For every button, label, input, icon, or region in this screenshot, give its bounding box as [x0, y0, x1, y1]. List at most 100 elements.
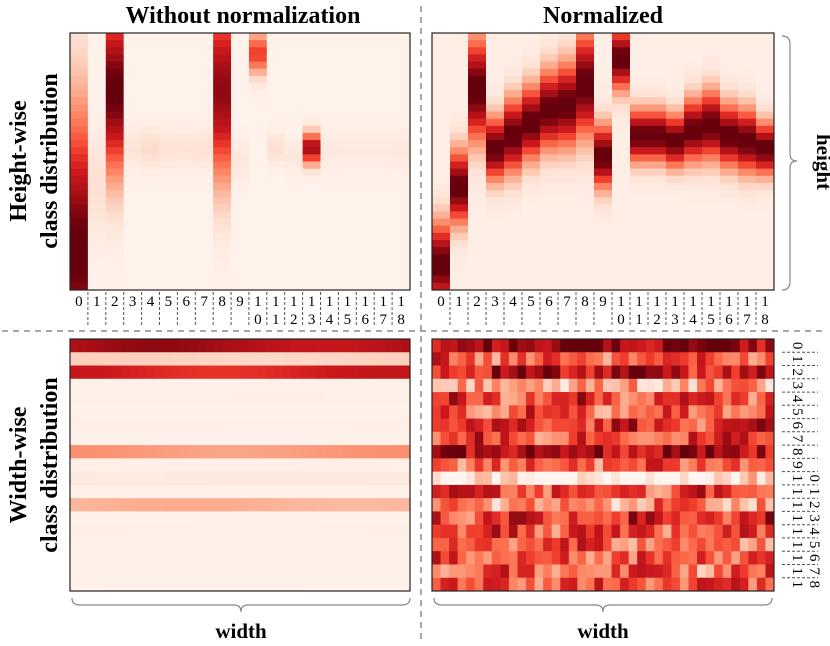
- heatmap-cell: [671, 352, 681, 367]
- heatmap-cell: [146, 405, 156, 420]
- heatmap-row-class-6: [70, 418, 410, 433]
- heatmap-cell: [299, 484, 309, 499]
- heatmap-cell: [376, 378, 386, 393]
- heatmap-cell: [401, 537, 410, 552]
- heatmap-cell: [457, 339, 467, 353]
- heatmap-cell: [123, 218, 143, 227]
- heatmap-cell: [266, 218, 286, 227]
- heatmap-cell: [654, 418, 664, 433]
- heatmap-cell: [159, 254, 178, 263]
- heatmap-cell: [338, 132, 357, 141]
- heatmap-cell: [457, 405, 467, 420]
- heatmap-cell: [679, 511, 690, 526]
- heatmap-cell: [765, 405, 774, 420]
- heatmap-cell: [671, 405, 681, 420]
- heatmap-cell: [432, 352, 442, 367]
- heatmap-cell: [266, 97, 286, 105]
- heatmap-cell: [508, 378, 519, 393]
- heatmap-cell: [299, 537, 309, 552]
- heatmap-cell: [630, 90, 649, 98]
- heatmap-cell: [231, 339, 241, 353]
- heatmap-cell: [688, 392, 698, 406]
- heatmap-cell: [594, 551, 604, 566]
- heatmap-cell: [105, 254, 125, 263]
- heatmap-cell: [702, 125, 721, 134]
- heatmap-cell: [87, 54, 107, 63]
- heatmap-cell: [720, 54, 739, 63]
- heatmap-cell: [266, 175, 286, 184]
- heatmap-cell: [594, 75, 613, 84]
- heatmap-cell: [449, 352, 459, 367]
- heatmap-cell: [266, 132, 286, 141]
- heatmap-cell: [517, 431, 527, 446]
- heatmap-cell: [320, 261, 340, 270]
- heatmap-cell: [648, 118, 667, 127]
- class-tick-1: 1: [789, 355, 805, 363]
- heatmap-cell: [543, 339, 553, 353]
- heatmap-cell: [159, 168, 178, 177]
- heatmap-cell: [284, 61, 304, 70]
- heatmap-cell: [450, 125, 469, 134]
- heatmap-cell: [141, 254, 161, 263]
- heatmap-cell: [338, 140, 357, 148]
- heatmap-cell: [123, 132, 143, 141]
- class-tick-10: 1: [789, 475, 805, 483]
- class-tick-12: 1: [290, 294, 298, 310]
- heatmap-cell: [325, 484, 335, 499]
- heatmap-cell: [231, 125, 250, 134]
- heatmap-cell: [338, 182, 357, 191]
- heatmap-cell: [648, 268, 667, 277]
- heatmap-row-class-15: [432, 537, 774, 552]
- heatmap-cell: [702, 225, 721, 234]
- heatmap-cell: [645, 471, 655, 486]
- heatmap-cell: [316, 537, 326, 552]
- heatmap-cell: [612, 125, 631, 134]
- heatmap-cell: [522, 33, 541, 41]
- heatmap-cell: [121, 458, 131, 473]
- heatmap-cell: [284, 175, 304, 184]
- heatmap-cell: [105, 211, 125, 220]
- heatmap-cell: [374, 218, 393, 227]
- width-brace-right: [433, 597, 773, 613]
- heatmap-cell: [138, 405, 148, 420]
- heatmap-cell: [320, 268, 340, 277]
- heatmap-cell: [500, 339, 510, 353]
- heatmap-cell: [231, 431, 241, 446]
- heatmap-cell: [714, 392, 724, 406]
- heatmap-cell: [720, 254, 739, 263]
- heatmap-cell: [248, 275, 268, 284]
- heatmap-cell: [248, 352, 258, 367]
- heatmap-cell: [308, 564, 318, 579]
- heatmap-cell: [195, 247, 214, 255]
- heatmap-cell: [231, 161, 250, 170]
- heatmap-cell: [688, 458, 698, 473]
- heatmap-cell: [603, 339, 613, 353]
- heatmap-cell: [679, 339, 690, 353]
- heatmap-cell: [70, 247, 89, 255]
- heatmap-cell: [628, 458, 638, 473]
- heatmap-cell: [612, 40, 631, 48]
- heatmap-cell: [731, 551, 741, 566]
- heatmap-cell: [223, 431, 233, 446]
- heatmap-cell: [551, 378, 561, 393]
- heatmap-cell: [551, 498, 561, 513]
- heatmap-cell: [585, 445, 596, 459]
- heatmap-cell: [214, 564, 224, 579]
- heatmap-cell: [645, 405, 655, 420]
- heatmap-cell: [466, 418, 476, 433]
- heatmap-cell: [738, 97, 757, 105]
- heatmap-cell: [612, 247, 631, 255]
- heatmap-cell: [177, 154, 196, 163]
- heatmap-cell: [594, 498, 604, 513]
- heatmap-cell: [645, 418, 655, 433]
- heatmap-cell: [195, 118, 214, 127]
- heatmap-height-raw: [70, 33, 410, 290]
- heatmap-cell: [177, 182, 196, 191]
- heatmap-cell: [231, 104, 250, 113]
- heatmap-cell: [517, 537, 527, 552]
- heatmap-cell: [612, 132, 631, 141]
- heatmap-cell: [138, 564, 148, 579]
- heatmap-cell: [333, 564, 343, 579]
- heatmap-cell: [705, 352, 715, 367]
- heatmap-cell: [630, 111, 649, 120]
